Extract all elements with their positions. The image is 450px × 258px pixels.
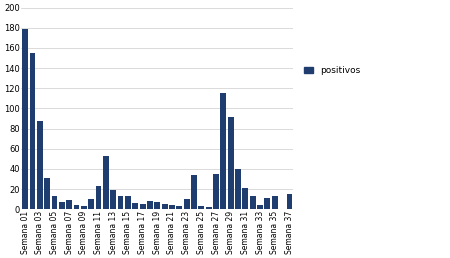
Bar [73, 205, 80, 209]
Bar [265, 198, 270, 209]
Bar [169, 205, 175, 209]
Bar [154, 202, 160, 209]
Bar [272, 196, 278, 209]
Bar [117, 196, 123, 209]
Bar [103, 156, 109, 209]
Bar [140, 204, 145, 209]
Bar [66, 200, 72, 209]
Bar [132, 203, 138, 209]
Bar [191, 175, 197, 209]
Bar [22, 29, 28, 209]
Bar [220, 93, 226, 209]
Bar [44, 178, 50, 209]
Bar [206, 207, 212, 209]
Bar [81, 206, 87, 209]
Bar [162, 204, 167, 209]
Bar [184, 199, 189, 209]
Bar [198, 206, 204, 209]
Bar [228, 117, 234, 209]
Bar [95, 186, 101, 209]
Bar [30, 53, 36, 209]
Bar [243, 188, 248, 209]
Bar [52, 196, 58, 209]
Bar [37, 120, 43, 209]
Bar [125, 196, 131, 209]
Bar [287, 194, 292, 209]
Bar [235, 169, 241, 209]
Legend: positivos: positivos [300, 62, 364, 79]
Bar [213, 174, 219, 209]
Bar [176, 206, 182, 209]
Bar [250, 196, 256, 209]
Bar [147, 201, 153, 209]
Bar [88, 199, 94, 209]
Bar [59, 202, 65, 209]
Bar [257, 205, 263, 209]
Bar [110, 190, 116, 209]
